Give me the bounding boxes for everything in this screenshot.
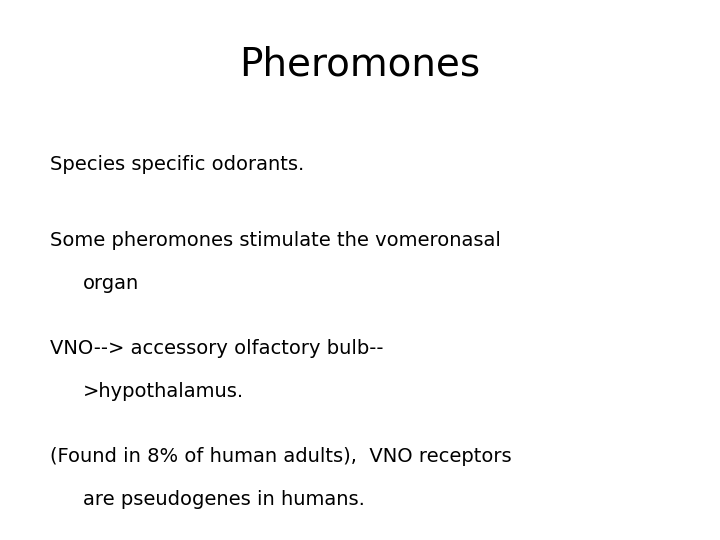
Text: Species specific odorants.: Species specific odorants. — [50, 155, 305, 174]
Text: Pheromones: Pheromones — [240, 46, 480, 84]
Text: are pseudogenes in humans.: are pseudogenes in humans. — [83, 490, 364, 509]
Text: Some pheromones stimulate the vomeronasal: Some pheromones stimulate the vomeronasa… — [50, 231, 501, 250]
Text: organ: organ — [83, 274, 139, 293]
Text: >hypothalamus.: >hypothalamus. — [83, 382, 244, 401]
Text: (Found in 8% of human adults),  VNO receptors: (Found in 8% of human adults), VNO recep… — [50, 447, 512, 466]
Text: VNO--> accessory olfactory bulb--: VNO--> accessory olfactory bulb-- — [50, 339, 384, 358]
